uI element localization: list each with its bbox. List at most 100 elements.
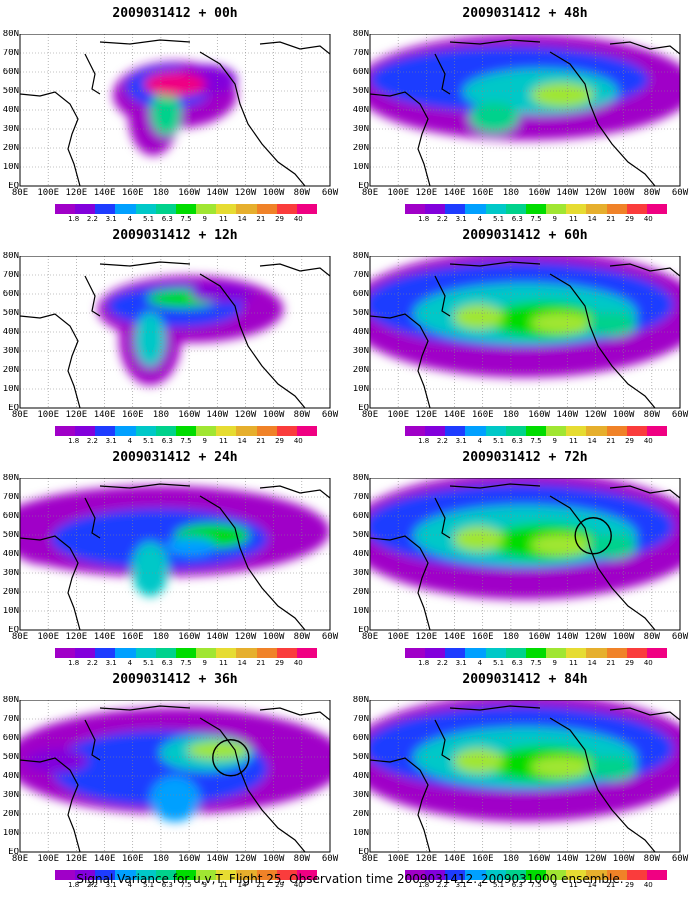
legend-swatch [276,870,297,880]
legend-label: 4 [127,215,133,223]
color-legend [55,426,318,436]
legend-label: 9 [552,659,557,667]
legend-label: 40 [643,215,653,223]
color-legend [405,426,668,436]
longitude-label: 160W [178,854,200,864]
legend-swatch [505,648,526,658]
legend-swatch [95,870,116,880]
variance-region [144,72,206,97]
longitude-label: 180 [502,410,520,420]
legend-label: 7.5 [180,437,192,445]
forecast-panel: 2009031412 + 36h 80N 70N 60N 50N 40N 30N 20N 10N… [0,672,350,892]
longitude-label: 100E [387,410,410,420]
legend-label: 4 [477,659,483,667]
legend-label: 14 [587,881,597,889]
legend-swatch [95,204,116,214]
legend-swatch [425,426,446,436]
latitude-label: 50N [352,531,369,540]
latitude-label: 40N [352,772,369,781]
legend-label: 40 [643,659,653,667]
legend-swatch [505,426,526,436]
legend-label: 3.1 [455,881,467,889]
latitude-label: 10N [2,385,19,394]
legend-swatch [606,648,627,658]
color-legend [55,870,318,880]
longitude-label: 100E [387,188,410,198]
longitude-label: 120W [584,632,607,642]
map: 80N 70N 60N 50N 40N 30N 20N 10N EQ 80E 100E 120E 140… [0,474,350,646]
longitude-label: 160W [528,632,550,642]
variance-map [19,34,331,187]
latitude-label: 80N [2,474,19,483]
variance-region [531,82,594,107]
legend-label: 11 [218,215,228,223]
legend-swatch [175,870,197,880]
longitude-label: 140W [556,854,579,864]
legend-label: 1.8 [68,215,80,223]
legend-swatch [606,870,627,880]
latitude-label: 70N [352,493,369,502]
legend-swatch [445,426,466,436]
legend-swatch [566,204,587,214]
forecast-panel: 2009031412 + 72h 80N 70N 60N 50N 40N 30N 20N 10N… [350,450,700,670]
legend-label: 7.5 [530,215,542,223]
legend-label: 14 [587,659,597,667]
legend-label: 2.2 [86,881,98,889]
target-circle [212,739,250,777]
variance-map [19,256,331,409]
longitude-label: 140E [93,188,116,198]
longitude-label: 80E [361,854,379,864]
latitude-label: 10N [352,829,369,838]
longitude-label: 80W [293,188,310,198]
legend-swatch [296,426,318,436]
legend-swatch [55,648,76,658]
coastline [99,483,191,489]
latitude-label: 30N [352,347,369,356]
longitude-label: 180 [502,188,520,198]
longitude-label: 160W [528,854,550,864]
legend-swatch [296,648,318,658]
coastline [549,495,656,630]
map: 80N 70N 60N 50N 40N 30N 20N 10N EQ 80E 100E 120E 140… [350,474,700,646]
coastline [259,263,330,277]
legend-swatch [505,870,526,880]
coastline [20,91,81,186]
latitude-label: EQ [358,182,369,191]
legend-swatch [276,648,297,658]
latitude-label: 30N [2,791,19,800]
legend-label: 6.3 [511,659,523,667]
latitude-label: 70N [2,271,19,280]
legend-label: 6.3 [511,215,523,223]
latitude-label: 40N [2,772,19,781]
legend-swatch [586,204,607,214]
legend-swatch [505,204,526,214]
legend-label: 6.3 [161,881,173,889]
longitude-label: 80E [11,632,29,642]
figure-caption: Signal Variance for u,v,T. Flight 25. Ob… [76,872,624,886]
legend-swatch [546,870,567,880]
legend-label: 40 [643,881,653,889]
longitude-label: 100E [387,632,410,642]
latitude-label: 10N [2,163,19,172]
legend-swatch [445,648,466,658]
legend-label: 7.5 [180,881,192,889]
legend-label: 40 [293,659,303,667]
coastline [434,497,451,539]
longitude-label: 120W [234,632,257,642]
legend-label: 40 [293,881,303,889]
legend-label: 5.1 [492,659,505,667]
latitude-label: 10N [352,163,369,172]
variance-region [531,534,594,556]
legend-label: 29 [625,881,635,889]
legend-swatch [566,648,587,658]
latitude-label: 20N [2,588,19,597]
legend-swatch [135,426,156,436]
longitude-label: 160E [121,632,144,642]
longitude-label: 60W [671,632,689,642]
legend-swatch [546,648,567,658]
legend-swatch [525,426,547,436]
longitude-label: 80W [293,854,310,864]
longitude-label: 120W [234,410,257,420]
longitude-label: 120E [415,188,438,198]
longitude-label: 100E [37,188,60,198]
